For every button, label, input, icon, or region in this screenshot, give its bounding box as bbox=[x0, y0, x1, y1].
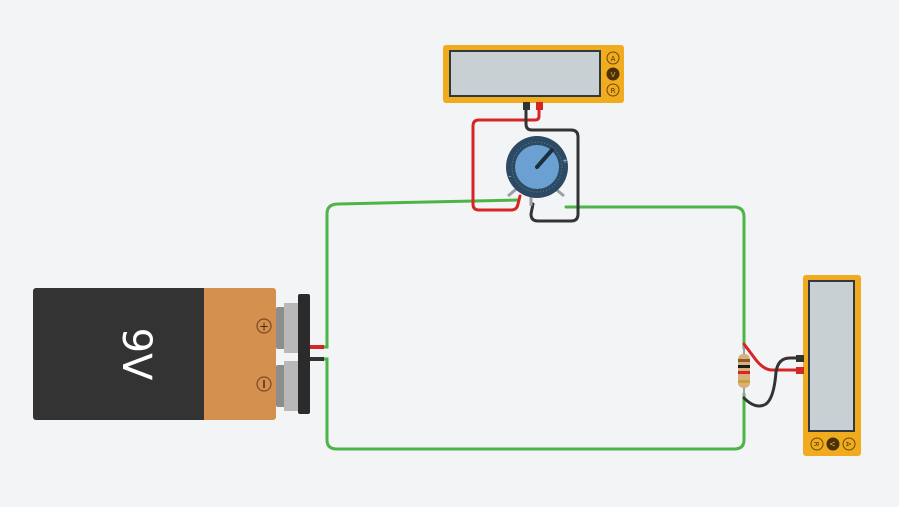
battery[interactable]: 9V + bbox=[33, 288, 324, 420]
battery-body bbox=[33, 288, 208, 420]
multimeter-display bbox=[808, 280, 855, 432]
resistor[interactable] bbox=[738, 346, 750, 396]
circuit-wire[interactable] bbox=[564, 205, 746, 350]
svg-text:V: V bbox=[828, 442, 836, 447]
probe-wire-red[interactable] bbox=[742, 342, 802, 372]
probe-port-black[interactable] bbox=[523, 102, 530, 110]
svg-text:A: A bbox=[844, 442, 852, 447]
probe-wire-red[interactable] bbox=[471, 108, 541, 212]
probe-port-black[interactable] bbox=[796, 355, 804, 362]
svg-text:V: V bbox=[611, 71, 616, 79]
mode-button-v[interactable]: V bbox=[826, 437, 840, 451]
probe-wire-black[interactable] bbox=[742, 356, 802, 408]
svg-text:R: R bbox=[812, 442, 820, 447]
pot-indicator bbox=[535, 148, 554, 169]
potentiometer[interactable]: + – bbox=[506, 136, 568, 206]
probe-wire-black[interactable] bbox=[524, 108, 580, 223]
probe-port-red[interactable] bbox=[536, 102, 543, 110]
multimeter-right[interactable]: R V A bbox=[796, 275, 861, 456]
plus-symbol-icon: + bbox=[256, 318, 272, 334]
probe-port-red[interactable] bbox=[796, 367, 804, 374]
circuit-wire[interactable] bbox=[310, 198, 520, 349]
battery-label: 9V bbox=[113, 328, 159, 381]
mode-button-r[interactable]: R bbox=[810, 437, 824, 451]
resistor-band bbox=[738, 380, 750, 383]
minus-symbol-icon bbox=[256, 376, 272, 392]
svg-text:+: + bbox=[562, 158, 567, 165]
svg-text:R: R bbox=[611, 87, 616, 95]
mode-button-r[interactable]: R bbox=[606, 83, 620, 97]
battery-clip bbox=[298, 294, 310, 414]
battery-cap bbox=[204, 288, 276, 420]
mode-button-a[interactable]: A bbox=[842, 437, 856, 451]
mode-button-v[interactable]: V bbox=[606, 67, 620, 81]
resistor-band bbox=[738, 359, 750, 362]
resistor-band bbox=[738, 365, 750, 368]
resistor-band bbox=[738, 371, 750, 374]
circuit-wire[interactable] bbox=[310, 357, 746, 451]
svg-text:+: + bbox=[259, 320, 269, 334]
mode-button-a[interactable]: A bbox=[606, 51, 620, 65]
svg-text:A: A bbox=[611, 55, 616, 63]
svg-text:–: – bbox=[509, 173, 512, 180]
multimeter-display bbox=[449, 50, 601, 97]
multimeter-top[interactable]: A V R bbox=[443, 45, 624, 110]
